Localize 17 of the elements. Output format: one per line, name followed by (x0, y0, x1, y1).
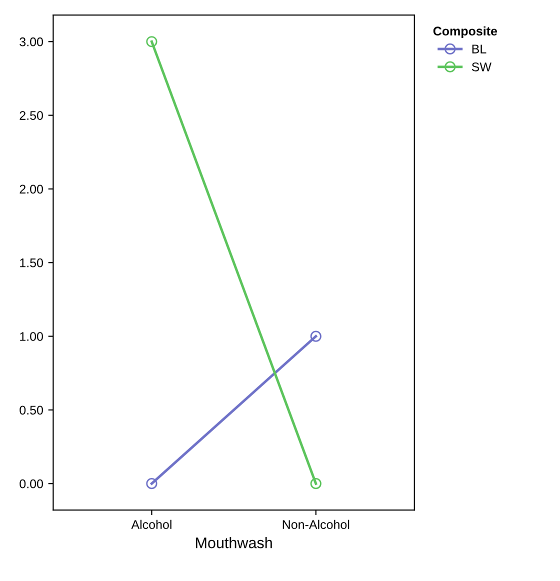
legend-title: Composite (433, 26, 498, 38)
point (146, 36, 158, 48)
y-tick-label: 0.00 (20, 479, 43, 488)
y-tick-label: 3.00 (20, 37, 43, 46)
x-tick-label: Alcohol (131, 520, 172, 530)
y-tick-label: 1.50 (20, 258, 43, 268)
point (310, 330, 322, 342)
y-tick-label: 2.00 (20, 184, 43, 194)
y-tick-label: 1.00 (20, 332, 43, 341)
x-axis-title: Mouthwash (196, 537, 272, 548)
y-tick-label: 2.50 (20, 111, 43, 120)
point (310, 478, 322, 490)
point (146, 478, 158, 490)
y-tick-label: 0.50 (20, 406, 43, 415)
legend-label: BL (472, 44, 486, 54)
x-tick-label: Non-Alcohol (282, 520, 350, 530)
legend-label: SW (472, 62, 492, 72)
